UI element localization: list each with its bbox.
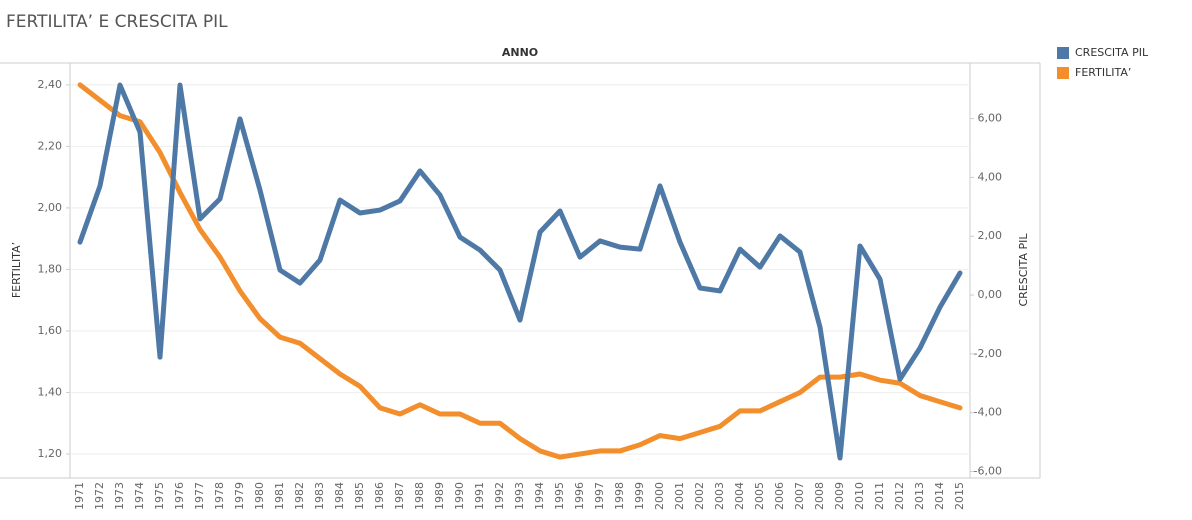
- x-tick-label: 1976: [173, 482, 186, 510]
- series-line: [77, 82, 963, 461]
- x-tick-label: 2004: [733, 482, 746, 510]
- y2-tick-label: 0,00: [978, 288, 1003, 301]
- x-tick-label: 1975: [153, 482, 166, 510]
- legend-label: FERTILITA’: [1075, 66, 1131, 79]
- x-tick-label: 1986: [373, 482, 386, 510]
- y2-tick-label: 6,00: [978, 112, 1003, 125]
- y-tick-label: 1,60: [38, 324, 63, 337]
- y-tick-label: 2,40: [38, 78, 63, 91]
- x-tick-label: 2011: [873, 482, 886, 510]
- x-tick-label: 1972: [93, 482, 106, 510]
- legend-swatch: [1057, 47, 1069, 59]
- x-tick-label: 2001: [673, 482, 686, 510]
- x-tick-label: 2003: [713, 482, 726, 510]
- x-tick-label: 2013: [913, 482, 926, 510]
- legend-label: CRESCITA PIL: [1075, 46, 1149, 59]
- x-tick-label: 1973: [113, 482, 126, 510]
- x-tick-label: 1981: [273, 482, 286, 510]
- series-line: [77, 82, 963, 460]
- x-tick-label: 1995: [553, 482, 566, 510]
- x-axis-title: ANNO: [502, 46, 538, 59]
- x-tick-label: 1999: [633, 482, 646, 510]
- x-tick-label: 2012: [893, 482, 906, 510]
- y2-tick-label: -6,00: [974, 465, 1002, 478]
- x-tick-label: 1990: [453, 482, 466, 510]
- y-tick-label: 1,40: [38, 385, 63, 398]
- x-tick-label: 2000: [653, 482, 666, 510]
- x-tick-label: 1971: [73, 482, 86, 510]
- x-tick-label: 1983: [313, 482, 326, 510]
- y2-tick-label: 4,00: [978, 170, 1003, 183]
- chart-title: FERTILITA’ E CRESCITA PIL: [6, 12, 228, 32]
- y-tick-label: 2,00: [38, 201, 63, 214]
- x-tick-label: 1980: [253, 482, 266, 510]
- x-tick-label: 2006: [773, 482, 786, 510]
- x-tick-label: 1979: [233, 482, 246, 510]
- x-tick-label: 2009: [833, 482, 846, 510]
- x-tick-label: 1978: [213, 482, 226, 510]
- y2-tick-label: -4,00: [974, 406, 1002, 419]
- y2-tick-label: -2,00: [974, 347, 1002, 360]
- x-tick-label: 1996: [573, 482, 586, 510]
- x-tick-label: 1982: [293, 482, 306, 510]
- x-tick-label: 2002: [693, 482, 706, 510]
- x-tick-label: 2015: [953, 482, 966, 510]
- x-tick-label: 1984: [333, 482, 346, 510]
- x-tick-label: 2007: [793, 482, 806, 510]
- x-tick-label: 1988: [413, 482, 426, 510]
- x-tick-label: 2014: [933, 482, 946, 510]
- x-tick-label: 2010: [853, 482, 866, 510]
- x-tick-label: 2008: [813, 482, 826, 510]
- y-tick-label: 1,80: [38, 262, 63, 275]
- x-tick-label: 1992: [493, 482, 506, 510]
- x-tick-label: 1977: [193, 482, 206, 510]
- y-tick-label: 2,20: [38, 139, 63, 152]
- legend-swatch: [1057, 67, 1069, 79]
- x-tick-label: 1994: [533, 482, 546, 510]
- x-tick-label: 1993: [513, 482, 526, 510]
- x-tick-label: 1989: [433, 482, 446, 510]
- x-tick-label: 2005: [753, 482, 766, 510]
- x-tick-label: 1998: [613, 482, 626, 510]
- y-tick-label: 1,20: [38, 447, 63, 460]
- x-tick-label: 1991: [473, 482, 486, 510]
- y-axis-title: FERTILITA’: [10, 242, 23, 298]
- x-tick-label: 1985: [353, 482, 366, 510]
- x-tick-label: 1997: [593, 482, 606, 510]
- y2-tick-label: 2,00: [978, 229, 1003, 242]
- x-tick-label: 1974: [133, 482, 146, 510]
- y2-axis-title: CRESCITA PIL: [1017, 233, 1030, 307]
- x-tick-label: 1987: [393, 482, 406, 510]
